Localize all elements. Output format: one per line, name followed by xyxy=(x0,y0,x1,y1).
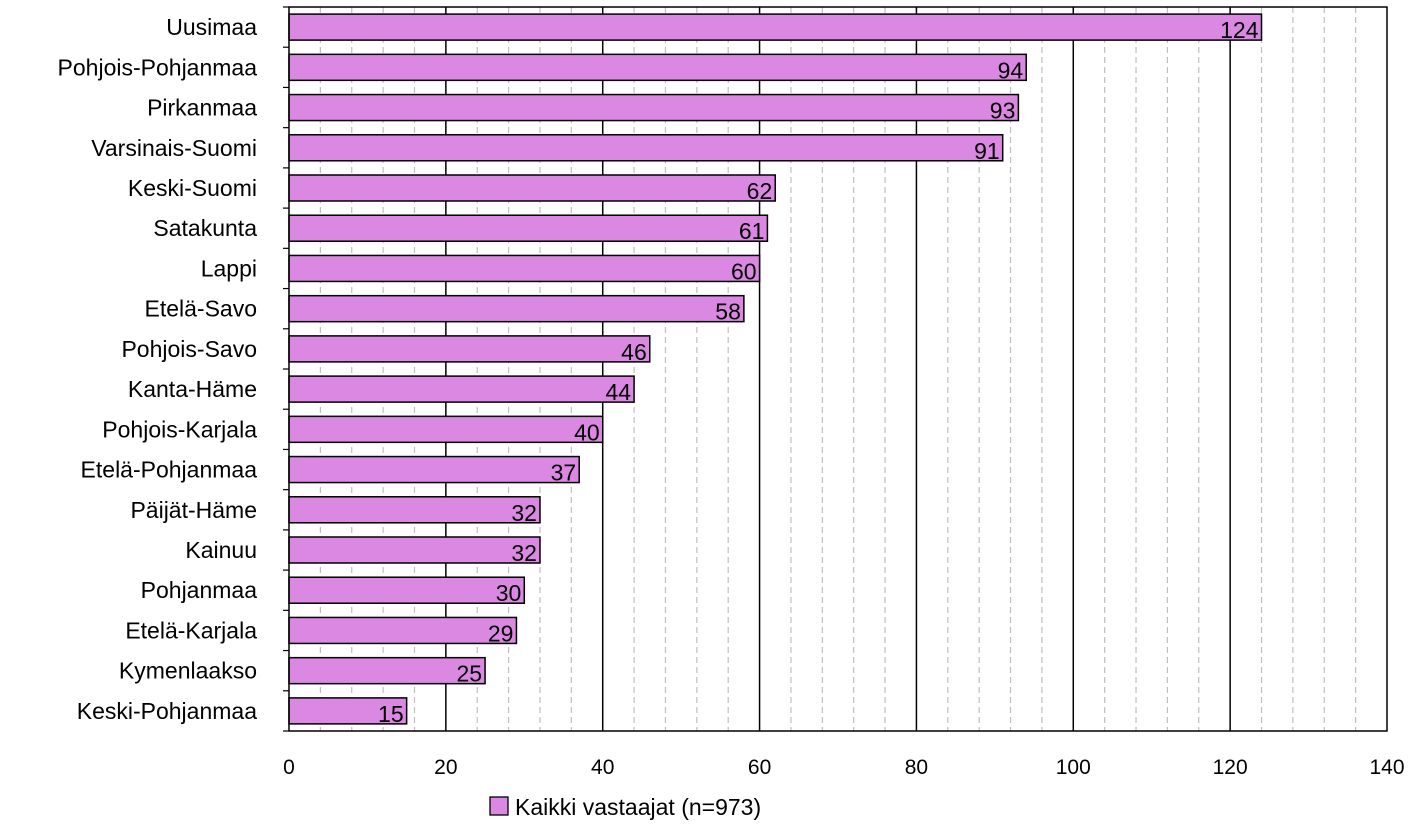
legend-swatch xyxy=(489,796,509,816)
category-label: Varsinais-Suomi xyxy=(91,135,257,161)
x-tick-label: 20 xyxy=(434,756,457,779)
x-tick-label: 0 xyxy=(283,756,295,779)
data-label: 15 xyxy=(378,701,404,727)
data-label: 61 xyxy=(739,218,765,244)
bar xyxy=(288,53,1027,82)
data-label: 60 xyxy=(731,258,757,284)
bar xyxy=(288,335,651,363)
bar xyxy=(288,536,541,564)
x-tick-label: 120 xyxy=(1213,756,1248,779)
category-label: Pohjois-Savo xyxy=(121,336,257,362)
x-tick-label: 80 xyxy=(905,756,928,779)
data-label: 29 xyxy=(488,620,514,646)
data-label: 37 xyxy=(551,460,577,486)
data-label: 32 xyxy=(511,500,537,526)
category-label: Satakunta xyxy=(153,215,257,241)
bar xyxy=(288,134,1004,162)
data-label: 40 xyxy=(574,419,600,445)
category-label: Keski-Pohjanmaa xyxy=(77,698,257,724)
x-tick-label: 40 xyxy=(591,756,614,779)
bar xyxy=(288,214,769,242)
bar xyxy=(288,294,745,323)
bar xyxy=(288,616,518,645)
category-label: Pirkanmaa xyxy=(147,95,257,121)
category-label: Kainuu xyxy=(185,537,257,563)
bar xyxy=(288,496,541,524)
data-label: 62 xyxy=(747,178,773,204)
x-tick-label: 100 xyxy=(1056,756,1091,779)
category-label: Kanta-Häme xyxy=(128,376,257,402)
x-tick-label: 140 xyxy=(1369,756,1404,779)
data-label: 91 xyxy=(974,138,1000,164)
x-tick-labels: 0 20 40 60 80 100 120 140 xyxy=(283,756,1404,779)
bar xyxy=(288,697,408,725)
bar xyxy=(288,415,604,444)
category-label: Pohjois-Pohjanmaa xyxy=(58,54,258,80)
plot-frame xyxy=(283,6,1388,732)
bar xyxy=(288,13,1263,41)
legend-label: Kaikki vastaajat (n=973) xyxy=(515,794,761,820)
data-label: 93 xyxy=(990,98,1016,124)
data-label: 25 xyxy=(456,661,482,687)
bar xyxy=(288,656,486,685)
data-label: 44 xyxy=(605,379,631,405)
data-label: 94 xyxy=(998,57,1024,83)
data-label: 30 xyxy=(496,580,522,606)
bar xyxy=(288,174,777,202)
category-labels: Uusimaa Pohjois-Pohjanmaa Pirkanmaa Varsina… xyxy=(58,14,258,724)
data-label: 46 xyxy=(621,339,647,365)
data-label: 124 xyxy=(1220,17,1259,43)
category-label: Päijät-Häme xyxy=(130,497,257,523)
category-label: Pohjois-Karjala xyxy=(102,416,257,442)
bar xyxy=(288,576,526,604)
category-label: Uusimaa xyxy=(166,14,257,40)
grid-lines xyxy=(319,7,1357,731)
bar xyxy=(288,375,635,403)
data-label: 32 xyxy=(511,540,537,566)
bar xyxy=(288,254,761,283)
data-label: 58 xyxy=(715,299,741,325)
category-label: Etelä-Karjala xyxy=(125,617,257,643)
category-label: Keski-Suomi xyxy=(128,175,257,201)
category-label: Kymenlaakso xyxy=(119,658,257,684)
category-label: Lappi xyxy=(201,255,257,281)
category-label: Etelä-Pohjanmaa xyxy=(81,457,258,483)
bar xyxy=(288,455,580,484)
category-label: Etelä-Savo xyxy=(144,296,257,322)
category-label: Pohjanmaa xyxy=(141,577,258,603)
legend: Kaikki vastaajat (n=973) xyxy=(489,794,761,820)
x-tick-label: 60 xyxy=(748,756,771,779)
bar xyxy=(288,93,1020,122)
